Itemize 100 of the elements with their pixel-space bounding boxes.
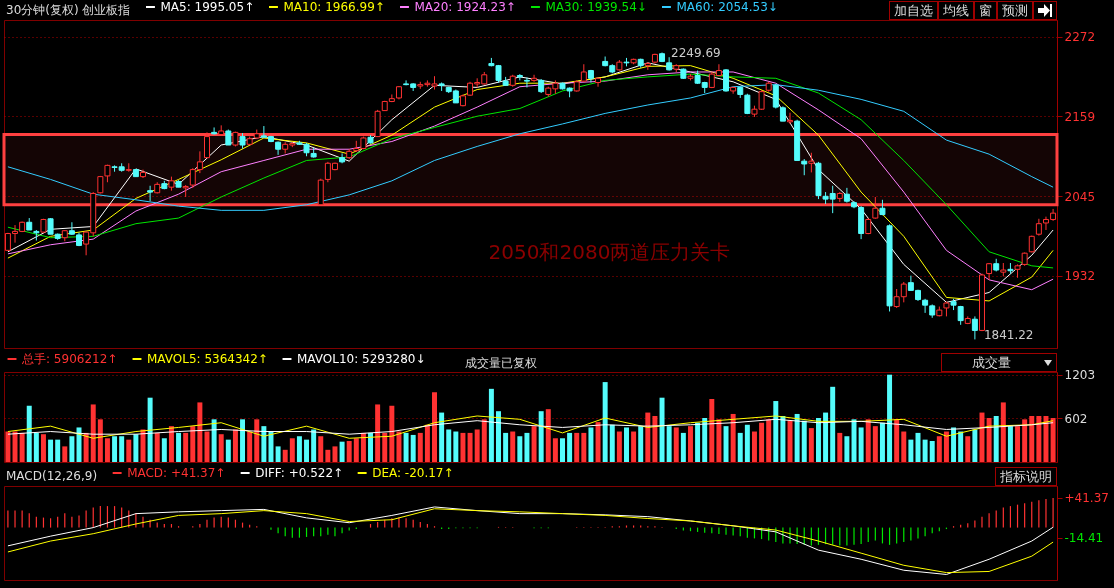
bar	[965, 436, 971, 462]
legend-label: MAVOL10: 5293280↓	[297, 352, 426, 366]
bar	[524, 432, 530, 462]
legend-label: MA60: 2054.53↓	[676, 0, 778, 14]
bar	[218, 434, 224, 462]
y-tick-label: 2045	[1064, 189, 1096, 204]
candlestick	[147, 185, 154, 202]
bar	[574, 432, 580, 462]
bar	[552, 438, 558, 462]
y-tick-label: 2272	[1064, 30, 1096, 45]
bar	[744, 424, 750, 462]
bar	[481, 419, 487, 462]
legend-label: MA20: 1924.23↑	[414, 0, 516, 14]
bar	[680, 432, 686, 462]
bar	[1000, 402, 1006, 462]
bar	[318, 436, 324, 462]
bar	[872, 426, 878, 462]
bar	[673, 427, 679, 462]
bar	[488, 388, 494, 462]
bar	[922, 439, 928, 462]
bar	[439, 412, 445, 462]
bar	[588, 427, 594, 462]
bar	[1007, 426, 1013, 462]
legend-label: MA10: 1966.99↑	[283, 0, 385, 14]
bar	[247, 431, 253, 462]
y-tick-label: 602	[1064, 411, 1088, 426]
bar	[951, 427, 957, 462]
bar	[1050, 418, 1056, 462]
bar	[958, 431, 964, 462]
bar	[595, 422, 601, 462]
bar	[410, 434, 416, 462]
bar	[659, 397, 665, 462]
candlestick	[872, 196, 879, 220]
bar	[538, 411, 544, 462]
bar	[936, 436, 942, 462]
chart-title: 30分钟(复权) 创业板指	[6, 3, 131, 17]
bar	[26, 405, 32, 462]
bar	[695, 422, 701, 462]
bar	[780, 415, 786, 462]
bar	[830, 386, 836, 462]
bar	[908, 439, 914, 462]
bar	[168, 426, 174, 462]
bar	[972, 429, 978, 462]
bar	[346, 441, 352, 462]
text: 均线	[943, 2, 969, 19]
bar	[453, 431, 459, 462]
bar	[887, 374, 893, 462]
candlestick	[531, 74, 538, 83]
bar	[865, 419, 871, 462]
bar	[254, 419, 260, 462]
bar	[545, 409, 551, 462]
candlestick	[808, 152, 815, 173]
bar	[197, 402, 203, 462]
legend-label: DEA: -20.17↑	[372, 466, 454, 480]
bar	[794, 413, 800, 462]
bar	[69, 436, 75, 462]
bar	[417, 432, 423, 462]
legend-label: DIFF: +0.522↑	[255, 466, 344, 480]
bar	[531, 426, 537, 462]
legend-label: 总手: 5906212↑	[21, 352, 118, 366]
bar	[339, 441, 345, 462]
candlestick	[787, 112, 794, 125]
y-tick-label: -14.41	[1064, 531, 1104, 546]
line-series	[7, 84, 1054, 211]
legend-label: MA30: 1939.54↓	[545, 0, 647, 14]
bar	[581, 432, 587, 462]
bar	[311, 429, 317, 462]
bar	[759, 422, 765, 462]
bar	[289, 438, 295, 462]
bar	[389, 405, 395, 462]
bar	[1015, 426, 1021, 462]
bar	[730, 413, 736, 462]
bar	[1029, 415, 1035, 462]
bar	[787, 420, 793, 462]
bar	[62, 446, 68, 462]
bar	[687, 426, 693, 462]
bar	[773, 401, 779, 462]
text: 加自选	[894, 2, 933, 19]
chart-title: MACD(12,26,9)	[6, 469, 98, 483]
bar	[432, 392, 437, 462]
bar	[467, 432, 473, 462]
bar	[19, 432, 25, 462]
bar	[161, 438, 167, 462]
bar	[510, 431, 516, 462]
bar	[1043, 415, 1049, 462]
bar	[702, 418, 708, 462]
y-tick-label: 2159	[1064, 109, 1096, 124]
bar	[837, 432, 843, 462]
bar	[360, 432, 366, 462]
bar	[460, 432, 466, 462]
text: 成交量已复权	[464, 355, 537, 372]
bar	[104, 438, 110, 462]
bar	[261, 426, 267, 462]
bar	[823, 412, 829, 462]
bar	[474, 429, 480, 462]
bar	[517, 436, 523, 462]
bar	[40, 434, 46, 462]
bar	[496, 411, 501, 462]
bar	[183, 432, 189, 462]
bar	[766, 419, 772, 462]
